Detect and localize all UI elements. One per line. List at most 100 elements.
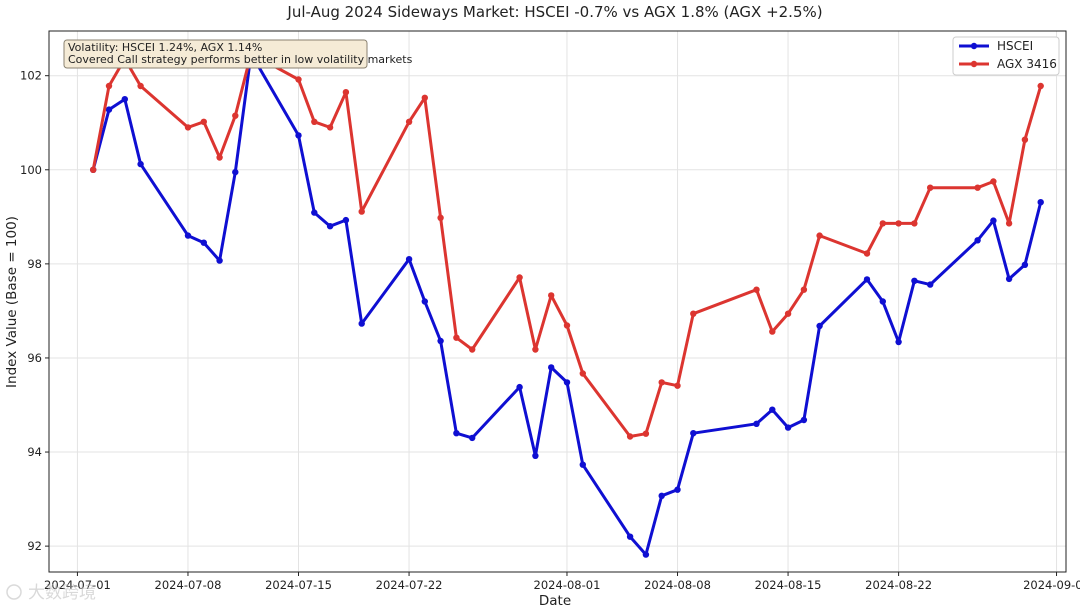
legend-marker-agx xyxy=(970,60,978,68)
watermark-logo-icon xyxy=(6,584,22,600)
data-point-agx-3416 xyxy=(342,89,350,96)
data-point-agx-3416 xyxy=(421,94,428,102)
y-axis: 92 94 96 98 100 102 xyxy=(20,69,49,553)
data-point-agx-3416 xyxy=(658,379,665,386)
data-point-agx-3416 xyxy=(990,178,997,185)
data-point-hscei xyxy=(674,486,681,493)
data-point-hscei xyxy=(358,320,365,327)
x-axis: 2024-07-01 2024-07-08 2024-07-15 2024-07-22… xyxy=(44,572,1080,592)
data-point-agx-3416 xyxy=(200,118,207,126)
x-tick-label: 2024-07-15 xyxy=(265,578,332,592)
watermark-text: 大数跨境 xyxy=(28,583,96,603)
data-point-hscei xyxy=(469,434,476,442)
data-point-hscei xyxy=(911,277,918,284)
y-axis-title: Index Value (Base = 100) xyxy=(4,216,20,388)
data-point-agx-3416 xyxy=(405,118,413,126)
data-point-hscei xyxy=(800,416,808,424)
data-point-hscei xyxy=(769,406,776,413)
data-point-hscei xyxy=(342,216,350,224)
y-tick-label: 92 xyxy=(27,539,42,553)
data-point-hscei xyxy=(990,217,997,224)
data-point-hscei xyxy=(563,379,571,386)
x-tick-label: 2024-08-15 xyxy=(755,578,822,592)
data-point-agx-3416 xyxy=(626,433,634,440)
data-point-hscei xyxy=(232,168,239,176)
data-point-agx-3416 xyxy=(911,220,918,227)
series-layer xyxy=(90,50,1044,558)
data-point-agx-3416 xyxy=(216,154,223,161)
data-point-hscei xyxy=(516,383,523,391)
data-point-hscei xyxy=(753,420,760,427)
x-axis-title: Date xyxy=(539,593,571,609)
y-tick-label: 98 xyxy=(27,257,42,271)
data-point-hscei xyxy=(658,492,665,499)
annotation-box: Volatility: HSCEI 1.24%, AGX 1.14% Cover… xyxy=(63,39,413,69)
data-point-agx-3416 xyxy=(437,214,444,221)
x-tick-label: 2024-08-08 xyxy=(644,578,711,592)
data-point-agx-3416 xyxy=(563,322,571,329)
data-point-agx-3416 xyxy=(326,124,334,131)
legend-label-hscei: HSCEI xyxy=(997,39,1033,53)
x-tick-label: 2024-08-01 xyxy=(534,578,601,592)
data-point-agx-3416 xyxy=(532,346,539,353)
data-point-hscei xyxy=(200,239,207,246)
series-hscei xyxy=(90,50,1044,558)
annotation-line-2: Covered Call strategy performs better in… xyxy=(68,53,413,66)
data-point-hscei xyxy=(816,322,823,330)
data-point-hscei xyxy=(532,452,539,459)
data-point-hscei xyxy=(863,276,871,283)
data-point-hscei xyxy=(974,237,981,244)
data-point-agx-3416 xyxy=(1021,136,1029,143)
data-point-agx-3416 xyxy=(453,334,460,341)
data-point-agx-3416 xyxy=(642,430,650,437)
data-point-agx-3416 xyxy=(516,274,523,281)
data-point-agx-3416 xyxy=(784,310,792,317)
data-point-hscei xyxy=(1005,275,1013,283)
y-tick-label: 102 xyxy=(20,69,42,83)
data-point-hscei xyxy=(137,160,144,168)
series-agx-3416 xyxy=(90,50,1044,440)
data-point-hscei xyxy=(690,430,697,437)
data-point-hscei xyxy=(579,461,586,468)
data-point-agx-3416 xyxy=(232,112,239,119)
data-point-hscei xyxy=(421,298,428,305)
watermark: 大数跨境 xyxy=(6,583,96,603)
y-tick-label: 100 xyxy=(20,163,42,177)
data-point-agx-3416 xyxy=(105,82,113,90)
data-point-agx-3416 xyxy=(184,124,192,131)
y-tick-label: 94 xyxy=(27,445,42,459)
data-point-hscei xyxy=(1021,261,1029,268)
data-point-agx-3416 xyxy=(927,184,934,191)
chart-title: Jul-Aug 2024 Sideways Market: HSCEI -0.7… xyxy=(286,3,822,21)
data-point-hscei xyxy=(184,232,192,239)
data-point-agx-3416 xyxy=(1005,220,1013,227)
data-point-hscei xyxy=(642,551,650,558)
data-point-hscei xyxy=(121,96,128,103)
data-point-agx-3416 xyxy=(358,208,365,215)
data-point-agx-3416 xyxy=(863,250,871,257)
data-point-agx-3416 xyxy=(674,382,681,389)
legend-label-agx: AGX 3416 xyxy=(997,57,1057,71)
plot-frame xyxy=(48,30,1067,573)
data-point-hscei xyxy=(405,256,413,263)
y-tick-label: 96 xyxy=(27,351,42,365)
data-point-hscei xyxy=(927,281,934,288)
data-point-hscei xyxy=(311,209,318,216)
legend: HSCEI AGX 3416 xyxy=(952,36,1060,76)
legend-marker-hscei xyxy=(970,42,978,50)
series-line-hscei xyxy=(91,52,1043,557)
data-point-hscei xyxy=(295,132,302,139)
data-point-hscei xyxy=(326,223,334,230)
data-point-agx-3416 xyxy=(753,286,760,293)
data-point-agx-3416 xyxy=(816,232,823,239)
data-point-agx-3416 xyxy=(879,220,886,227)
data-point-agx-3416 xyxy=(895,220,902,227)
data-point-agx-3416 xyxy=(548,292,555,299)
data-point-hscei xyxy=(626,533,634,540)
data-point-hscei xyxy=(453,430,460,437)
x-tick-label: 2024-09-01 xyxy=(1023,578,1080,592)
x-tick-label: 2024-07-08 xyxy=(155,578,222,592)
data-point-hscei xyxy=(548,364,555,371)
annotation-line-1: Volatility: HSCEI 1.24%, AGX 1.14% xyxy=(68,41,262,54)
